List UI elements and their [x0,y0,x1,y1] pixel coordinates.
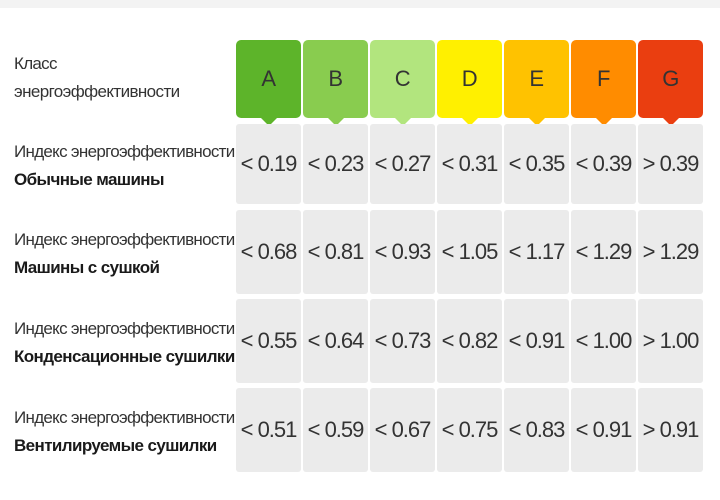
class-badge-b: B [303,40,368,126]
value-text: < 1.17 [508,239,566,264]
value-text: < 0.91 [508,328,566,353]
value-cell: < 0.64 [303,299,368,383]
class-label-line2: энергоэффективности [14,82,180,101]
value-text: < 1.29 [575,239,633,264]
class-label: Класс энергоэффективности [14,50,232,106]
class-letter: F [597,66,610,91]
row-label-washer-dryers: Индекс энергоэффективности Машины с сушк… [14,226,235,282]
value-text: < 0.64 [307,328,365,353]
value-text: > 0.39 [642,151,700,176]
value-text: < 0.35 [508,151,566,176]
row-subtitle: Вентилируемые сушилки [14,436,217,455]
value-cell: < 0.55 [236,299,301,383]
value-cell: < 1.00 [571,299,636,383]
class-label-line1: Класс [14,54,57,73]
top-strip [0,0,720,8]
row-title: Индекс энергоэффективности [14,319,235,338]
value-cell: < 0.75 [437,388,502,472]
class-letter: E [529,66,544,91]
class-letter: B [328,66,343,91]
row-subtitle: Конденсационные сушилки [14,347,235,366]
value-cell: < 0.81 [303,210,368,294]
value-cell: > 1.00 [638,299,703,383]
value-cell: < 0.91 [571,388,636,472]
value-text: < 0.82 [441,328,499,353]
class-badge-f: F [571,40,636,126]
value-text: < 0.91 [575,417,633,442]
row-label-standard-machines: Индекс энергоэффективности Обычные машин… [14,138,235,194]
value-cell: > 1.29 [638,210,703,294]
value-text: < 0.75 [441,417,499,442]
row-label-condenser-dryers: Индекс энергоэффективности Конденсационн… [14,315,235,371]
value-cell: < 0.91 [504,299,569,383]
class-badge-e: E [504,40,569,126]
value-text: > 1.00 [642,328,700,353]
class-badge-c: C [370,40,435,126]
class-badge-g: G [638,40,703,126]
value-cell: < 0.39 [571,124,636,204]
value-cell: < 1.17 [504,210,569,294]
value-text: < 0.27 [374,151,432,176]
value-text: < 0.51 [240,417,298,442]
value-text: < 0.81 [307,239,365,264]
value-text: < 0.68 [240,239,298,264]
value-cell: < 0.83 [504,388,569,472]
value-text: > 0.91 [642,417,700,442]
value-cell: < 0.93 [370,210,435,294]
value-cell: < 0.68 [236,210,301,294]
value-text: < 0.39 [575,151,633,176]
value-cell: < 0.35 [504,124,569,204]
value-cell: < 0.19 [236,124,301,204]
value-cell: < 0.23 [303,124,368,204]
class-badge-d: D [437,40,502,126]
class-letter: C [394,66,411,91]
row-label-vented-dryers: Индекс энергоэффективности Вентилируемые… [14,404,235,460]
value-text: < 0.23 [307,151,365,176]
value-text: < 0.73 [374,328,432,353]
value-text: < 1.00 [575,328,633,353]
value-text: < 1.05 [441,239,499,264]
row-subtitle: Обычные машины [14,170,164,189]
value-cell: < 0.82 [437,299,502,383]
value-text: < 0.19 [240,151,298,176]
row-title: Индекс энергоэффективности [14,142,235,161]
class-badge-a: A [236,40,301,126]
value-cell: < 0.59 [303,388,368,472]
class-letter: A [261,66,276,91]
value-cell: > 0.39 [638,124,703,204]
value-text: < 0.59 [307,417,365,442]
value-cell: < 1.05 [437,210,502,294]
value-text: < 0.83 [508,417,566,442]
value-text: < 0.55 [240,328,298,353]
value-cell: > 0.91 [638,388,703,472]
value-cell: < 0.27 [370,124,435,204]
value-text: > 1.29 [642,239,700,264]
value-cell: < 0.73 [370,299,435,383]
value-text: < 0.67 [374,417,432,442]
class-letter: D [461,66,478,91]
value-cell: < 0.31 [437,124,502,204]
value-cell: < 1.29 [571,210,636,294]
row-title: Индекс энергоэффективности [14,408,235,427]
row-subtitle: Машины с сушкой [14,258,160,277]
value-text: < 0.31 [441,151,499,176]
class-letter: G [662,66,679,91]
value-text: < 0.93 [374,239,432,264]
value-cell: < 0.67 [370,388,435,472]
value-cell: < 0.51 [236,388,301,472]
row-title: Индекс энергоэффективности [14,230,235,249]
